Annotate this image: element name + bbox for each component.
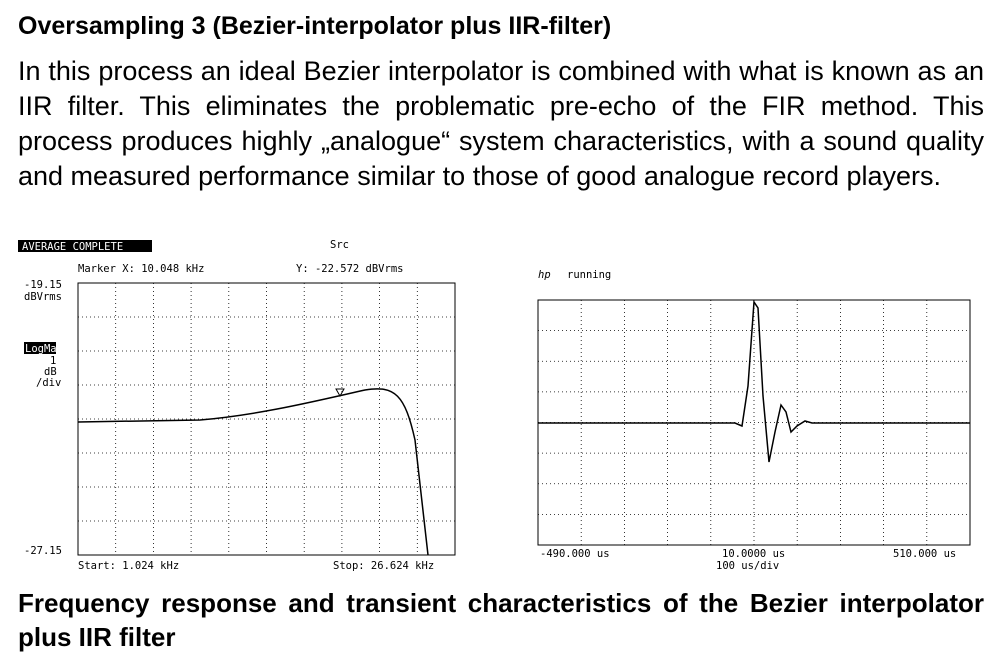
marker-x: Marker X: 10.048 kHz [78,263,204,275]
x-right: 510.000 us [893,548,956,560]
scale-unit: dB [44,366,57,378]
frequency-curve [77,388,429,556]
x-div: 100 us/div [716,560,779,572]
start: Start: 1.024 kHz [78,560,179,572]
hp-logo: hp [538,269,551,281]
x-center: 10.0000 us [722,548,785,560]
paragraph: In this process an ideal Bezier interpol… [18,56,984,191]
unit: dBVrms [24,291,62,303]
caption: Frequency response and transient charact… [18,588,984,652]
x-left: -490.000 us [540,548,610,560]
source: Src [330,239,349,251]
figure: AVERAGE COMPLETE Src Marker X: 10.048 kH… [18,239,971,572]
status-right: running [567,269,611,281]
scale: 1 [50,355,56,367]
impulse-curve [538,299,970,463]
marker-y: Y: -22.572 dBVrms [296,263,403,275]
per-div: /div [36,377,61,389]
marker [335,388,345,398]
stop: Stop: 26.624 kHz [333,560,434,572]
mode-box [24,342,56,354]
bottom-value: -27.15 [24,545,62,557]
status: AVERAGE COMPLETE [22,241,123,253]
top-value: -19.15 [24,279,62,291]
status-box [18,240,152,252]
mode: LogMag [25,343,63,355]
title: Oversampling 3 (Bezier-interpolator plus… [18,12,612,40]
